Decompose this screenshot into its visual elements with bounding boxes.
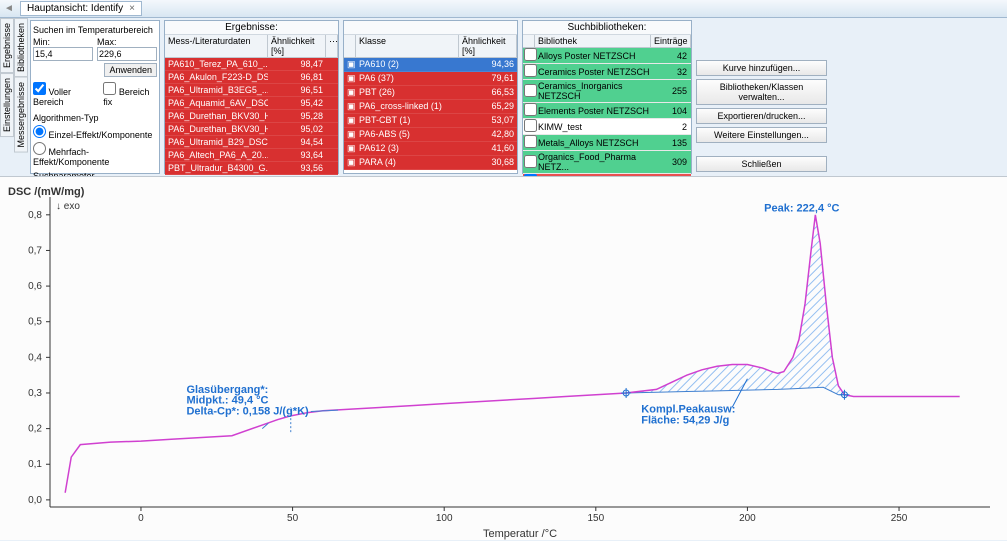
svg-text:↓ exo: ↓ exo (56, 201, 80, 212)
lib-row[interactable]: Metals_Alloys NETZSCH135 (523, 135, 691, 151)
table-row[interactable]: PA6_Ultramid_B29_DSC94,54 (165, 136, 338, 149)
nav-back-icon[interactable]: ◄ (4, 3, 16, 14)
table-row[interactable]: ▣PA612 (3)41,60 (344, 142, 517, 156)
add-curve-button[interactable]: Kurve hinzufügen... (696, 60, 827, 76)
svg-text:Peak: 222,4 °C: Peak: 222,4 °C (764, 202, 839, 214)
svg-text:0,6: 0,6 (28, 281, 42, 292)
table-row[interactable]: PA6_Altech_PA6_A_20...93,64 (165, 149, 338, 162)
table-row[interactable]: PA6_Durethan_BKV30_H295,02 (165, 123, 338, 136)
side-tab-libs[interactable]: Bibliotheken (14, 18, 28, 77)
svg-text:0,4: 0,4 (28, 352, 42, 363)
table-row[interactable]: PBT_Ultradur_B4300_G...93,56 (165, 162, 338, 175)
table-row[interactable]: PA6_Akulon_F223-D_DSC96,81 (165, 71, 338, 84)
table-row[interactable]: ▣PA6 (37)79,61 (344, 72, 517, 86)
algo1-radio[interactable] (33, 125, 46, 138)
svg-text:0,3: 0,3 (28, 388, 42, 399)
buttons-panel: Kurve hinzufügen... Bibliotheken/Klassen… (694, 18, 829, 176)
algo2-radio[interactable] (33, 142, 46, 155)
svg-text:0,8: 0,8 (28, 210, 42, 221)
lib-row[interactable]: Elements Poster NETZSCH104 (523, 103, 691, 119)
lib-row[interactable]: KIMW_test2 (523, 119, 691, 135)
table-row[interactable]: ▣PBT-CBT (1)53,07 (344, 114, 517, 128)
lib-row[interactable]: Ceramics Poster NETZSCH32 (523, 64, 691, 80)
svg-text:0,2: 0,2 (28, 424, 42, 435)
side-tab-settings[interactable]: Einstellungen (0, 73, 14, 137)
table-row[interactable]: PA610_Terez_PA_610_...98,47 (165, 58, 338, 71)
side-tab-meas[interactable]: Messergebnisse (14, 77, 28, 153)
svg-text:50: 50 (287, 513, 299, 524)
main-tab[interactable]: Hauptansicht: Identify × (20, 1, 142, 16)
svg-text:0,5: 0,5 (28, 317, 42, 328)
voller-check[interactable] (33, 82, 46, 95)
results2-panel: Klasse Ähnlichkeit [%] ▣PA610 (2)94,36▣P… (343, 20, 518, 174)
libs-panel: Suchbibliotheken: Bibliothek Einträge Al… (522, 20, 692, 174)
table-row[interactable]: PA6_Aquamid_6AV_DSC95,42 (165, 97, 338, 110)
export-button[interactable]: Exportieren/drucken... (696, 108, 827, 124)
table-row[interactable]: ▣PA6-ABS (5)42,80 (344, 128, 517, 142)
svg-text:DSC /(mW/mg): DSC /(mW/mg) (8, 186, 85, 198)
svg-text:100: 100 (436, 513, 453, 524)
fix-check[interactable] (103, 82, 116, 95)
svg-text:200: 200 (739, 513, 756, 524)
manage-libs-button[interactable]: Bibliotheken/Klassen verwalten... (696, 79, 827, 105)
svg-text:150: 150 (587, 513, 604, 524)
table-row[interactable]: ▣PA610 (2)94,36 (344, 58, 517, 72)
svg-text:0: 0 (138, 513, 144, 524)
table-row[interactable]: PA6_Ultramid_B3EG5_...96,51 (165, 84, 338, 97)
svg-text:0,1: 0,1 (28, 459, 42, 470)
lib-row[interactable]: Ceramics_Inorganics NETZSCH255 (523, 80, 691, 103)
table-row[interactable]: ▣PBT (26)66,53 (344, 86, 517, 100)
lib-row[interactable]: Alloys Poster NETZSCH42 (523, 48, 691, 64)
more-settings-button[interactable]: Weitere Einstellungen... (696, 127, 827, 143)
lib-row[interactable]: Organics_Food_Pharma NETZ...309 (523, 151, 691, 174)
search-panel: Suchen im Temperaturbereich Min: Max: An… (30, 20, 160, 174)
results1-panel: Ergebnisse: Mess-/Literaturdaten Ähnlich… (164, 20, 339, 174)
svg-text:250: 250 (891, 513, 908, 524)
svg-text:0,0: 0,0 (28, 495, 42, 506)
svg-text:Delta-Cp*: 0,158 J/(g*K): Delta-Cp*: 0,158 J/(g*K) (186, 405, 309, 417)
apply-button[interactable]: Anwenden (104, 63, 157, 77)
min-input[interactable] (33, 47, 93, 61)
side-tab-results[interactable]: Ergebnisse (0, 18, 14, 73)
close-button[interactable]: Schließen (696, 156, 827, 172)
svg-text:Fläche: 54,29 J/g: Fläche: 54,29 J/g (641, 414, 729, 426)
search-header: Suchen im Temperaturbereich (33, 25, 157, 35)
close-icon[interactable]: × (129, 3, 135, 14)
svg-text:0,7: 0,7 (28, 245, 42, 256)
chart: 0 50 100 150 200 250 0,0 0,1 0,2 0,3 0,4 0,5 0,6 0,7 0… (0, 176, 1007, 540)
table-row[interactable]: PA6_Durethan_BKV30_H395,28 (165, 110, 338, 123)
table-row[interactable]: ▣PARA (4)30,68 (344, 156, 517, 170)
tab-title: Hauptansicht: Identify (27, 3, 123, 14)
max-input[interactable] (97, 47, 157, 61)
svg-text:Temperatur /°C: Temperatur /°C (483, 528, 557, 540)
table-row[interactable]: ▣PA6_cross-linked (1)65,29 (344, 100, 517, 114)
